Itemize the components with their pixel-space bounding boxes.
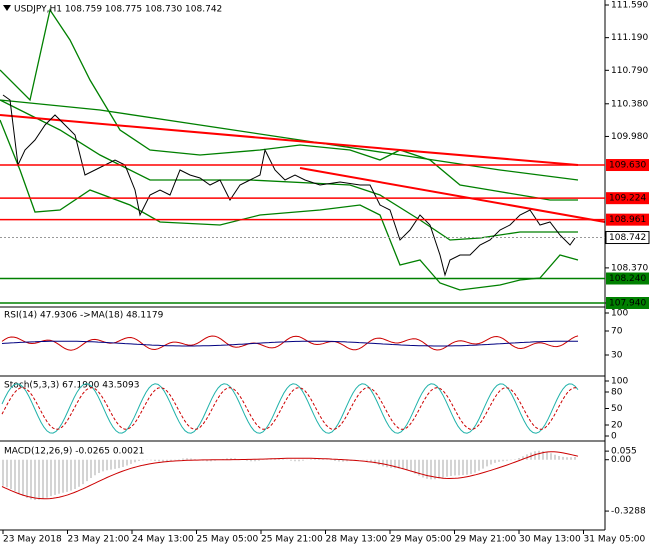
level-label: 107.940: [609, 299, 646, 309]
level-box: [606, 272, 649, 285]
stoch-signal: [1, 387, 579, 430]
date-label: 24 May 13:00: [132, 535, 194, 545]
level-box: [606, 213, 649, 226]
indicator-tick-label: 0.055: [611, 447, 637, 457]
indicator-tick-label: 0: [611, 432, 617, 442]
trend-line: [0, 114, 579, 166]
indicator-tick-label: 0.00: [611, 455, 631, 465]
price-line: [2, 94, 576, 277]
price-tick-label: 111.590: [611, 1, 648, 11]
level-box: [606, 159, 649, 172]
level-label: 108.742: [609, 233, 646, 243]
date-label: 29 May 05:00: [390, 535, 452, 545]
date-label: 30 May 13:00: [519, 535, 581, 545]
frame: [0, 0, 606, 531]
date-label: 25 May 05:00: [197, 535, 259, 545]
date-label: 29 May 21:00: [455, 535, 517, 545]
bollinger-upper: [0, 8, 578, 201]
date-label: 23 May 2018: [3, 535, 62, 545]
moving-average-long: [0, 99, 579, 181]
date-label: 28 May 13:00: [326, 535, 388, 545]
trend-line: [299, 167, 606, 223]
macd-signal: [1, 451, 579, 500]
indicator-tick-label: 100: [611, 309, 628, 319]
indicator-tick-label: 80: [611, 388, 623, 398]
level-box: [605, 231, 650, 245]
price-tick-label: 110.380: [611, 99, 648, 109]
macd-label: MACD(12,26,9) -0.0265 0.0021: [4, 447, 144, 457]
level-label: 108.240: [609, 274, 646, 284]
rsi-line: [1, 335, 579, 351]
level-label: 109.630: [609, 161, 646, 171]
indicator-tick-label: -0.3288: [611, 507, 646, 517]
level-box: [606, 297, 649, 309]
level-label: 108.961: [609, 215, 646, 225]
stoch-label: Stoch(5,3,3) 67.1900 43.5093: [4, 381, 139, 391]
bollinger-lower: [0, 119, 579, 291]
price-tick-label: 109.980: [611, 132, 648, 142]
price-tick-label: 108.370: [611, 263, 648, 273]
indicator-tick-label: 50: [611, 404, 623, 414]
rsi-label: RSI(14) 47.9306 ->MA(18) 48.1179: [4, 311, 164, 321]
date-label: 23 May 21:00: [68, 535, 130, 545]
level-label: 109.224: [609, 194, 646, 204]
indicator-tick-label: 70: [611, 327, 623, 337]
indicator-tick-label: 100: [611, 377, 628, 387]
chart-header: USDJPY,H1 108.759 108.775 108.730 108.74…: [14, 5, 222, 15]
price-tick-label: 110.790: [611, 66, 648, 76]
rsi-ma-line: [1, 340, 578, 347]
price-tick-label: 111.190: [611, 33, 648, 43]
date-label: 31 May 05:00: [584, 535, 646, 545]
indicator-tick-label: 30: [611, 351, 623, 361]
overlays: [0, 8, 606, 291]
indicator-tick-label: 20: [611, 421, 623, 431]
menu-arrow[interactable]: [3, 5, 11, 11]
stoch-main: [1, 383, 579, 434]
date-label: 25 May 21:00: [261, 535, 323, 545]
level-box: [606, 192, 649, 205]
